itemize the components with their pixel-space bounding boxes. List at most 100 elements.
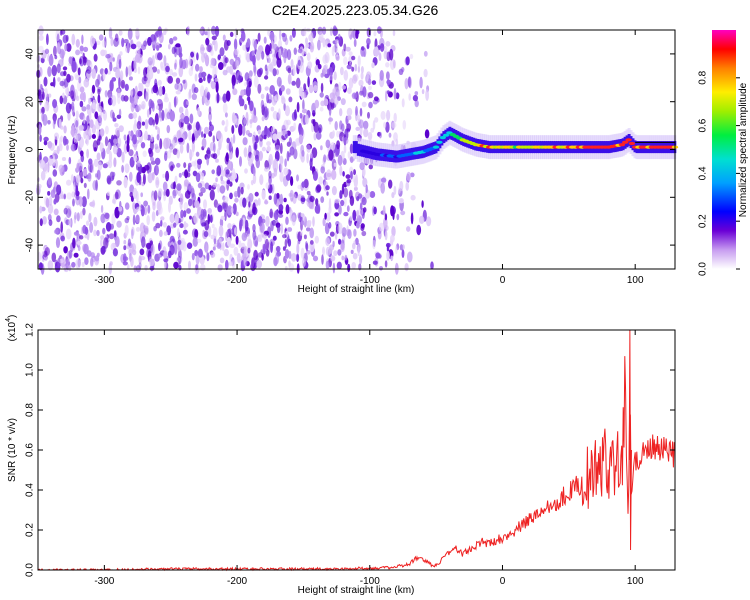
noise-speckle xyxy=(188,124,192,131)
noise-speckle xyxy=(200,172,205,181)
noise-speckle xyxy=(253,66,257,77)
noise-speckle xyxy=(118,58,122,69)
noise-speckle xyxy=(129,171,133,182)
noise-speckle xyxy=(264,199,268,204)
noise-speckle xyxy=(179,193,184,206)
noise-speckle xyxy=(134,85,138,96)
noise-speckle xyxy=(366,27,372,38)
noise-speckle xyxy=(289,189,294,202)
noise-speckle xyxy=(272,56,277,67)
noise-speckle xyxy=(300,91,305,99)
noise-speckle xyxy=(244,72,250,82)
noise-speckle xyxy=(351,66,355,72)
noise-speckle xyxy=(76,240,82,245)
noise-speckle xyxy=(118,125,124,133)
noise-speckle xyxy=(386,250,390,261)
noise-speckle xyxy=(287,238,292,247)
noise-speckle xyxy=(218,225,224,237)
noise-speckle xyxy=(309,152,313,159)
noise-speckle xyxy=(208,106,212,115)
noise-speckle xyxy=(211,169,215,175)
noise-speckle xyxy=(70,174,74,183)
noise-speckle xyxy=(81,34,84,45)
x-tick-label: -200 xyxy=(227,275,247,286)
noise-speckle xyxy=(212,227,218,239)
noise-speckle xyxy=(91,84,96,94)
noise-speckle xyxy=(229,243,235,249)
noise-speckle xyxy=(170,221,174,228)
noise-speckle xyxy=(363,120,369,130)
noise-speckle xyxy=(224,155,229,165)
noise-speckle xyxy=(94,255,100,262)
noise-speckle xyxy=(399,244,404,251)
noise-speckle xyxy=(162,30,167,36)
noise-speckle xyxy=(210,80,216,90)
noise-speckle xyxy=(317,39,321,51)
noise-speckle xyxy=(43,250,48,258)
noise-speckle xyxy=(81,196,87,208)
noise-speckle xyxy=(359,254,363,265)
noise-speckle xyxy=(296,253,300,262)
noise-speckle xyxy=(197,248,203,258)
noise-speckle xyxy=(204,31,209,36)
noise-speckle xyxy=(163,96,169,103)
spectrogram-noise-layer xyxy=(36,25,434,275)
noise-speckle xyxy=(360,72,364,80)
noise-speckle xyxy=(386,90,390,95)
noise-speckle xyxy=(253,235,259,247)
noise-speckle xyxy=(74,212,77,220)
noise-speckle xyxy=(67,111,71,121)
noise-speckle xyxy=(179,57,183,69)
noise-speckle xyxy=(322,246,325,256)
snr-y-multiplier-text: (x104) xyxy=(5,315,18,342)
noise-speckle xyxy=(208,130,213,137)
noise-speckle xyxy=(114,123,119,128)
noise-speckle xyxy=(232,203,237,215)
noise-speckle xyxy=(244,103,248,111)
signal-band xyxy=(440,133,444,146)
noise-speckle xyxy=(47,120,51,125)
noise-speckle xyxy=(162,173,165,179)
noise-speckle xyxy=(66,43,72,52)
noise-speckle xyxy=(130,256,134,268)
noise-speckle xyxy=(52,186,56,194)
y-tick-label: 0.0 xyxy=(25,563,36,577)
noise-speckle xyxy=(366,71,369,82)
noise-speckle xyxy=(75,185,79,197)
noise-speckle xyxy=(59,48,65,59)
noise-speckle xyxy=(407,76,411,88)
noise-speckle xyxy=(110,109,114,119)
noise-speckle xyxy=(359,107,363,117)
spectrogram-y-ticks: -40 -20 0 20 40 xyxy=(25,48,675,252)
noise-speckle xyxy=(370,127,375,133)
noise-speckle xyxy=(308,220,312,226)
noise-speckle xyxy=(216,165,222,177)
noise-speckle xyxy=(82,243,87,253)
noise-speckle xyxy=(214,25,220,37)
noise-speckle xyxy=(196,52,199,61)
noise-speckle xyxy=(106,70,112,75)
noise-speckle xyxy=(105,53,111,59)
noise-speckle xyxy=(175,90,181,95)
noise-speckle xyxy=(126,134,130,146)
noise-speckle xyxy=(169,37,174,45)
noise-speckle xyxy=(56,63,61,74)
noise-speckle xyxy=(292,65,296,76)
noise-speckle xyxy=(47,191,51,196)
noise-speckle xyxy=(187,165,191,173)
noise-speckle xyxy=(151,243,155,256)
noise-speckle xyxy=(203,52,208,59)
noise-speckle xyxy=(383,217,388,229)
figure-title: C2E4.2025.223.05.34.G26 xyxy=(272,2,439,18)
noise-speckle xyxy=(221,120,225,126)
noise-speckle xyxy=(38,34,44,41)
noise-speckle xyxy=(176,227,180,238)
signal-cell xyxy=(436,140,443,144)
noise-speckle xyxy=(87,172,92,182)
noise-speckle xyxy=(265,68,269,77)
noise-speckle xyxy=(343,56,348,66)
noise-speckle xyxy=(368,85,372,91)
noise-speckle xyxy=(75,174,81,184)
